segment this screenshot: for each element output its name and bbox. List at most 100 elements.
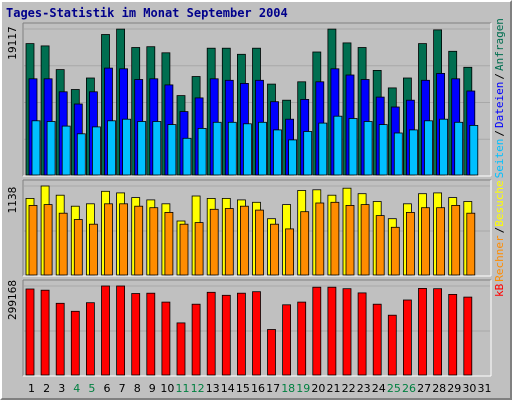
x-tick-day-29: 29 [447,382,461,395]
bar-seiten-day-6 [107,120,116,176]
bar-seiten-day-2 [46,121,56,176]
bar-seiten-day-1 [31,120,41,176]
bar-rechner-day-3 [58,212,68,276]
bar-kb-day-24 [372,303,382,376]
bar-rechner-day-6 [104,203,113,276]
ymax-label-middle: 1138 [7,187,19,214]
x-tick-day-15: 15 [236,382,250,395]
x-tick-day-10: 10 [160,382,174,395]
bar-rechner-day-1 [28,204,38,276]
legend-separator: / [493,227,506,234]
bar-kb-day-29 [448,293,458,376]
bar-kb-day-4 [70,310,80,376]
bar-seiten-day-12 [197,127,207,176]
bar-kb-day-25 [387,314,397,376]
bar-seiten-day-19 [303,131,313,176]
bar-kb-day-9 [146,292,156,376]
bar-seiten-day-21 [333,115,343,176]
ymax-label-bottom: 299168 [7,280,19,320]
bar-seiten-day-29 [454,121,464,176]
x-tick-day-12: 12 [191,382,205,395]
x-tick-day-1: 1 [28,382,35,395]
bar-rechner-day-7 [119,203,128,276]
bar-rechner-day-18 [285,228,295,276]
x-tick-day-6: 6 [104,382,111,395]
bar-rechner-day-21 [330,201,340,276]
bar-rechner-day-29 [451,204,461,276]
bar-rechner-day-15 [239,205,249,276]
x-tick-day-3: 3 [58,382,65,395]
legend-text: kBRechner/BesucheSeiten/Dateien/Anfragen [493,18,506,297]
x-tick-day-23: 23 [357,382,371,395]
bar-rechner-day-17 [270,223,279,276]
bar-kb-day-22 [342,288,352,376]
x-tick-day-8: 8 [134,382,141,395]
ymax-label-top: 19117 [7,26,19,59]
bar-seiten-day-14 [227,121,237,176]
bar-kb-day-2 [40,289,50,376]
x-tick-day-26: 26 [402,382,416,395]
bar-seiten-day-27 [424,120,433,176]
chart-legend: kBRechner/BesucheSeiten/Dateien/Anfragen [493,18,506,297]
x-tick-day-18: 18 [281,382,295,395]
x-tick-day-20: 20 [311,382,325,395]
x-tick-day-9: 9 [149,382,156,395]
bar-rechner-day-25 [390,226,400,276]
bar-seiten-day-16 [258,121,267,176]
bar-kb-day-5 [86,302,95,376]
x-tick-day-21: 21 [327,382,341,395]
x-tick-day-27: 27 [417,382,431,395]
bar-seiten-day-4 [76,133,86,176]
legend-separator: / [493,130,506,137]
legend-entry-besuche: Besuche [493,180,506,226]
legend-entry-dateien: Dateien [493,82,506,128]
bar-rechner-day-26 [405,211,415,276]
bar-rechner-day-16 [255,209,264,276]
x-tick-day-2: 2 [43,382,50,395]
bar-seiten-day-3 [61,125,71,176]
x-tick-day-31: 31 [478,382,492,395]
bar-kb-day-8 [131,293,141,376]
x-tick-day-22: 22 [342,382,356,395]
legend-entry-rechner: Rechner [493,235,506,282]
bar-rechner-day-14 [224,208,234,276]
x-tick-day-4: 4 [73,382,80,395]
bar-seiten-day-22 [348,118,358,176]
x-axis-day-labels: 1 2 3 4 5 6 7 8 9 10 11 12 13 14 15 16 17 18 19 20 21 22 23 24 2… [28,382,492,395]
bar-kb-day-18 [282,304,292,376]
x-tick-day-14: 14 [221,382,235,395]
bar-rechner-day-23 [360,204,370,276]
bar-rechner-day-20 [315,202,325,276]
bar-kb-day-19 [297,301,307,376]
legend-entry-seiten: Seiten [493,139,506,179]
bar-kb-day-26 [402,299,412,376]
bar-kb-day-17 [267,329,276,376]
bar-rechner-day-22 [345,204,355,276]
series-seiten [31,115,479,176]
bar-rechner-day-24 [375,215,385,276]
bar-rechner-day-4 [73,219,83,276]
x-tick-day-13: 13 [206,382,220,395]
x-tick-day-11: 11 [176,382,190,395]
x-tick-day-17: 17 [266,382,280,395]
x-tick-day-5: 5 [88,382,95,395]
bar-rechner-day-12 [194,222,204,276]
bar-kb-day-11 [176,322,186,376]
bar-seiten-day-30 [469,125,479,176]
x-tick-day-16: 16 [251,382,265,395]
panel-middle: 1138 [7,179,492,277]
bar-rechner-day-11 [179,223,189,276]
bar-kb-day-30 [463,296,473,376]
bar-rechner-day-13 [209,208,219,276]
bar-rechner-day-2 [43,204,53,276]
x-tick-day-24: 24 [372,382,386,395]
bar-seiten-day-28 [439,118,449,176]
bar-kb-day-21 [327,286,337,376]
bar-rechner-day-28 [436,207,446,276]
x-tick-day-25: 25 [387,382,401,395]
bar-seiten-day-26 [408,129,418,176]
x-tick-day-19: 19 [296,382,310,395]
bar-kb-day-15 [236,292,246,376]
bar-rechner-day-5 [89,223,98,276]
